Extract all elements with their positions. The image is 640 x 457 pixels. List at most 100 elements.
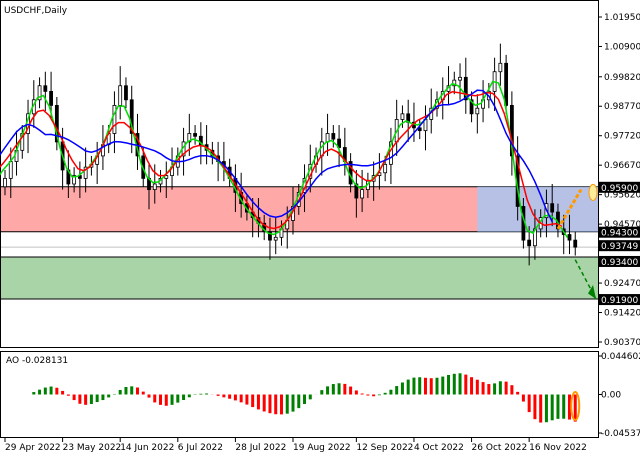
candle	[164, 175, 169, 179]
y-tick-label: 0.95620	[604, 191, 640, 201]
ao-bar	[182, 394, 186, 400]
y-tick-label: 0.94570	[604, 220, 640, 230]
ao-bar	[418, 377, 422, 395]
ao-bar	[101, 394, 105, 401]
x-tick-label: 28 Jul 2022	[235, 443, 286, 453]
ao-bar	[49, 386, 53, 395]
ao-bar	[228, 394, 232, 399]
ao-bar	[32, 392, 36, 395]
ma-slow-line	[0, 89, 553, 223]
ao-tick-label: -0.045374	[601, 429, 640, 439]
price-tag	[599, 255, 640, 267]
x-tick-label: 16 Nov 2022	[529, 443, 587, 453]
ao-bar	[279, 394, 283, 415]
ao-bar	[245, 394, 249, 405]
y-tick-label: 0.97720	[604, 132, 640, 142]
ao-bar	[470, 377, 474, 395]
ao-bar	[55, 387, 59, 395]
x-tick-label: 29 Apr 2022	[5, 443, 61, 453]
ao-bar	[84, 394, 88, 405]
ao-bar	[539, 394, 543, 423]
candle	[124, 85, 128, 101]
x-tick-label: 12 Sep 2022	[356, 443, 413, 453]
y-tick-label: 0.91420	[604, 309, 640, 319]
ao-bar	[124, 386, 128, 395]
ao-bar	[366, 394, 370, 396]
candle	[112, 105, 117, 134]
ao-bar	[372, 394, 376, 397]
candle	[72, 175, 77, 185]
candle	[452, 79, 457, 87]
ao-bar	[331, 384, 335, 395]
x-tick-label: 4 Oct 2022	[414, 443, 464, 453]
ao-bar	[251, 394, 255, 408]
ao-bar	[61, 390, 65, 395]
candle	[193, 133, 197, 137]
ao-bar	[170, 394, 174, 405]
candle	[325, 133, 330, 143]
ao-tick-label: 0.00	[601, 391, 621, 401]
ao-bar	[400, 382, 404, 395]
ao-bar	[291, 394, 295, 412]
ao-bar	[435, 377, 439, 395]
ao-bar	[562, 394, 566, 419]
ao-bar	[349, 386, 353, 395]
y-tick-label: 1.01950	[604, 13, 640, 23]
ao-bar	[573, 394, 577, 422]
candle	[417, 127, 422, 132]
ao-bar	[303, 394, 307, 404]
ao-bar	[337, 383, 341, 395]
candle	[400, 113, 405, 120]
x-tick-label: 6 Jul 2022	[178, 443, 223, 453]
ao-bar	[38, 389, 42, 395]
ao-bar	[447, 374, 451, 395]
ao-bar	[527, 394, 531, 413]
ao-bar	[389, 389, 393, 395]
ao-bar	[147, 394, 151, 398]
x-tick-label: 26 Oct 2022	[472, 443, 528, 453]
candle	[3, 177, 7, 188]
ma-fast-line	[0, 80, 569, 239]
ao-bar	[481, 382, 485, 395]
ao-bar	[504, 381, 508, 395]
candle	[527, 239, 532, 247]
ao-bar	[239, 394, 243, 403]
ao-bar	[89, 394, 93, 405]
candle	[49, 90, 53, 106]
candle	[8, 161, 13, 179]
candle	[152, 183, 157, 191]
candle	[509, 105, 514, 157]
candle	[331, 133, 336, 140]
ao-bar	[262, 394, 266, 412]
ao-bar	[216, 394, 220, 396]
ao-bar	[66, 394, 70, 396]
candle	[54, 105, 59, 143]
ao-bar	[567, 394, 571, 420]
ao-bar	[429, 378, 433, 395]
candle	[475, 107, 480, 115]
ao-bar	[354, 390, 358, 395]
candle	[118, 85, 123, 106]
ao-bar	[205, 393, 209, 395]
candle	[463, 76, 468, 101]
ao-bar	[533, 394, 537, 420]
candle	[273, 236, 278, 241]
price-tag-label: 0.95900	[601, 184, 638, 194]
ma-mid-line	[0, 91, 563, 230]
ao-bar	[556, 394, 560, 419]
arrow-up-head	[588, 183, 598, 201]
ao-bar	[130, 386, 134, 395]
ao-bar	[176, 394, 180, 403]
ao-highlight	[570, 391, 581, 421]
y-tick-label: 0.98770	[604, 102, 640, 112]
ao-bar	[510, 385, 514, 395]
ao-bar	[187, 394, 191, 398]
ao-bar	[141, 391, 145, 395]
y-tick-label: 0.99820	[604, 73, 640, 83]
price-tag	[599, 226, 640, 238]
ao-bar	[458, 373, 462, 395]
candle	[550, 203, 555, 213]
candle	[567, 234, 572, 241]
candle	[129, 99, 134, 134]
